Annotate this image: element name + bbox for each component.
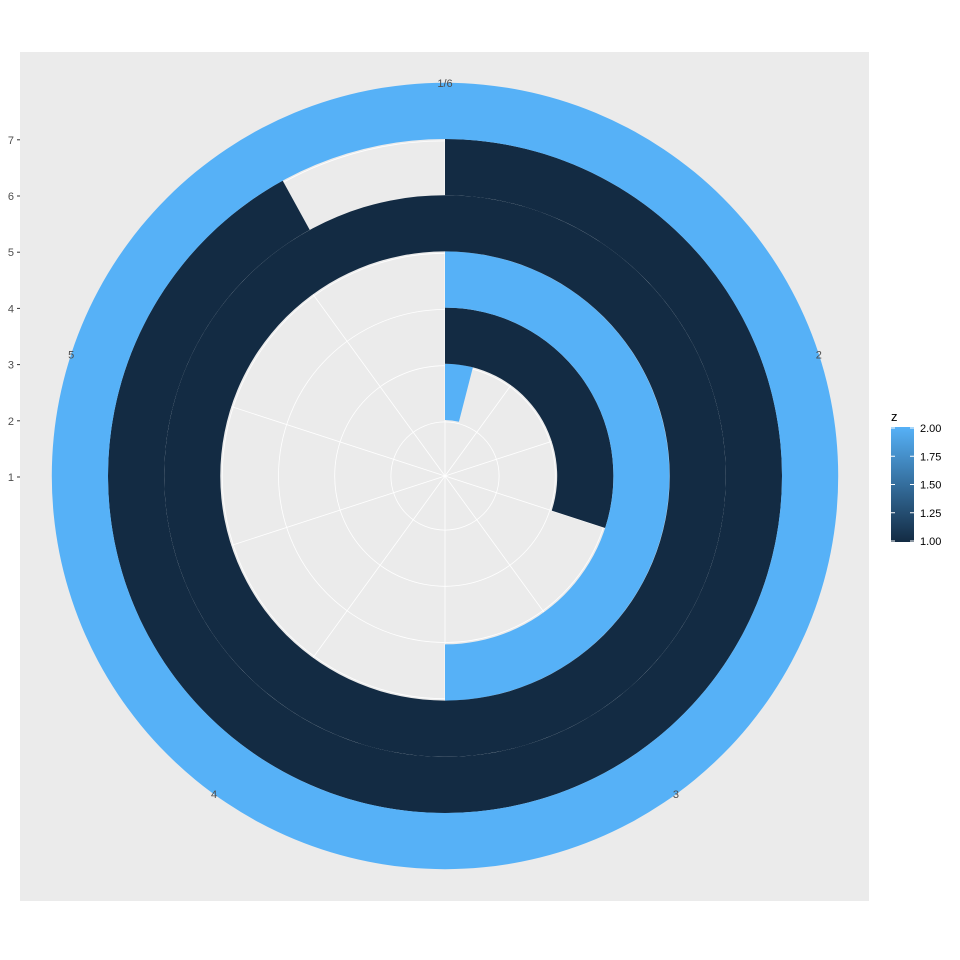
bar-ring-1 [445, 363, 473, 422]
bar-ring-6 [51, 82, 839, 870]
radius-tick-label: 5 [8, 247, 14, 259]
legend-title: z [891, 409, 898, 424]
legend-tick-label: 1.75 [920, 451, 941, 463]
radius-tick-label: 3 [8, 360, 14, 372]
radius-tick-label: 6 [8, 191, 14, 203]
legend-ticks: 1.00 1.25 1.50 1.75 2.00 [891, 423, 941, 548]
radius-tick-label: 7 [8, 135, 14, 147]
theta-tick-label: 4 [211, 789, 217, 801]
legend: z 1.00 1.25 1.50 1.75 2.00 [891, 409, 941, 548]
bar-ring-3 [445, 251, 670, 701]
radius-tick-label: 1 [8, 472, 14, 484]
legend-tick-label: 1.00 [920, 536, 941, 548]
legend-colorbar [891, 427, 914, 542]
legend-tick-label: 1.50 [920, 480, 941, 492]
theta-tick-label: 5 [68, 350, 74, 362]
theta-tick-label: 2 [816, 350, 822, 362]
theta-axis-labels: 1/6 2 3 4 5 [68, 78, 822, 801]
theta-tick-label: 1/6 [437, 78, 452, 90]
legend-tick-label: 2.00 [920, 423, 941, 435]
radius-axis-labels: 1 2 3 4 5 6 7 [8, 135, 20, 484]
legend-tick-label: 1.25 [920, 508, 941, 520]
radius-tick-label: 4 [8, 303, 14, 315]
bar-ring-2 [445, 307, 614, 529]
theta-tick-label: 3 [673, 789, 679, 801]
radius-tick-label: 2 [8, 416, 14, 428]
bars [51, 82, 839, 870]
